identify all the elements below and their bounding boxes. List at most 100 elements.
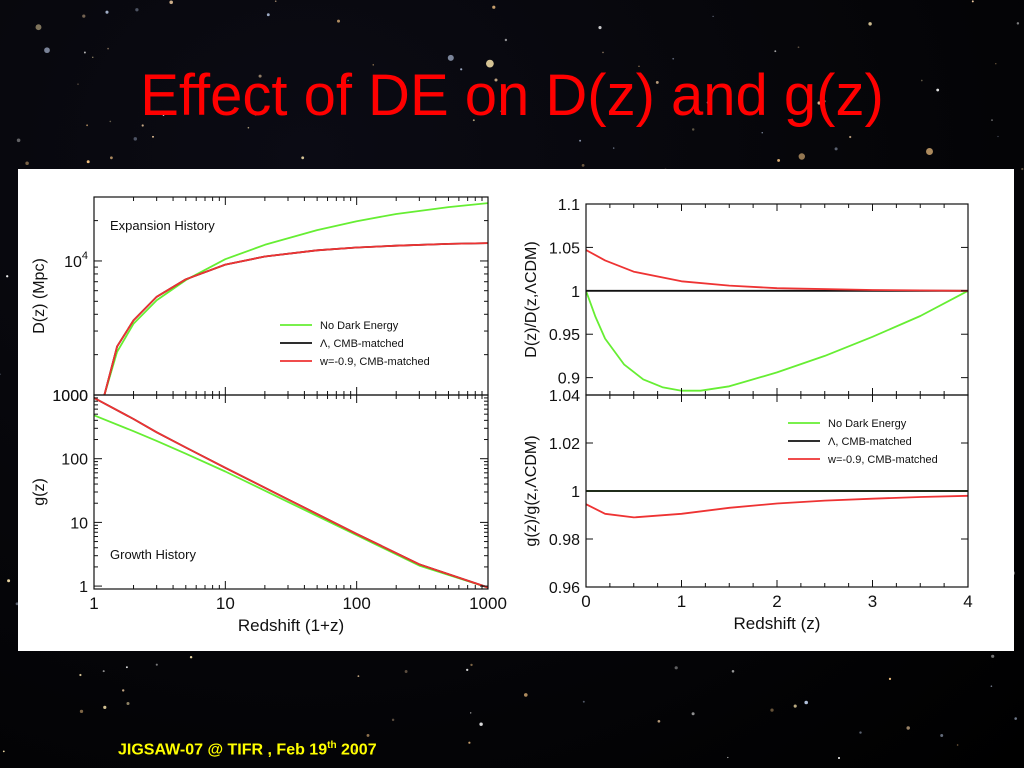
star — [258, 74, 262, 78]
plot-frame-d_ratio — [585, 203, 969, 396]
star — [77, 83, 79, 85]
series-line-g_ratio-2 — [586, 494, 968, 519]
figure-panel: 104 1000 D(z) (Mpc) Expansion History No Dar… — [18, 169, 1014, 651]
footer-year: 2007 — [336, 741, 377, 759]
star — [92, 56, 94, 58]
star — [523, 693, 528, 697]
star — [6, 275, 9, 278]
star — [82, 14, 86, 18]
star — [468, 741, 471, 744]
y-axis-label: g(z) — [31, 478, 48, 506]
star — [598, 26, 602, 30]
star — [581, 164, 585, 167]
star — [372, 64, 374, 66]
star — [849, 135, 852, 139]
star — [35, 24, 42, 31]
star — [25, 161, 29, 165]
x-tick-label: 1000 — [469, 594, 507, 613]
star — [868, 22, 872, 26]
series-line-expansion-1 — [103, 242, 488, 395]
star — [971, 0, 974, 3]
x-tick-label: 3 — [868, 592, 877, 611]
star — [834, 147, 838, 151]
star — [135, 8, 139, 12]
star — [691, 712, 695, 716]
y-tick-label: 0.96 — [549, 580, 580, 597]
star — [107, 47, 109, 50]
star — [991, 654, 995, 658]
star — [366, 733, 370, 737]
star — [447, 54, 454, 61]
star — [79, 673, 82, 677]
star — [391, 718, 395, 722]
star — [426, 93, 429, 97]
star — [817, 101, 821, 105]
legend-g_ratio: No Dark Energy Λ, CMB-matched w=-0.9, CMB-… — [788, 418, 938, 466]
y-tick-label: 1 — [571, 484, 580, 501]
series-line-d_ratio-0 — [586, 290, 968, 392]
star — [16, 138, 21, 143]
y-tick-label: 1.02 — [549, 436, 580, 453]
star — [103, 705, 107, 709]
star — [0, 373, 1, 375]
star — [770, 708, 774, 712]
star — [15, 602, 19, 606]
y-axis-label: g(z)/g(z,ΛCDM) — [523, 435, 540, 546]
star — [83, 51, 86, 54]
star — [602, 51, 604, 54]
star — [612, 147, 615, 149]
star — [504, 38, 508, 42]
chart-g_ratio: 0 1 2 3 4 1.04 1.02 1 0.98 0.96 g(z)/g(z,ΛCDM) Reds… — [523, 388, 973, 633]
legend-entry: Λ, CMB-matched — [828, 436, 912, 448]
star — [470, 663, 473, 667]
y-tick-label: 1.04 — [549, 388, 580, 405]
y-tick-label: 1 — [79, 579, 88, 596]
y-tick-label: 1000 — [52, 388, 88, 405]
star — [837, 756, 841, 760]
star — [956, 744, 959, 746]
star — [266, 13, 270, 17]
y-tick-label: 0.95 — [549, 327, 580, 344]
star — [79, 709, 84, 714]
x-tick-label: 4 — [963, 592, 972, 611]
star — [582, 700, 585, 703]
y-tick-label: 10 — [70, 515, 88, 532]
star — [731, 670, 735, 673]
y-tick-label: 1.05 — [549, 240, 580, 257]
chart-annotation: Expansion History — [110, 218, 215, 233]
chart-expansion: 104 1000 D(z) (Mpc) Expansion History No Dar… — [31, 196, 489, 405]
star — [353, 749, 357, 752]
star — [155, 663, 158, 666]
star — [126, 701, 130, 706]
star — [486, 59, 494, 68]
star — [347, 79, 349, 82]
star — [674, 666, 678, 670]
y-tick-label: 0.9 — [558, 371, 580, 388]
star — [638, 65, 640, 68]
star — [712, 15, 714, 18]
star — [655, 80, 659, 84]
chart-d_ratio: 1.1 1.05 1 0.95 0.9 D(z)/D(z,ΛCDM) — [523, 197, 969, 396]
star — [804, 700, 808, 705]
star — [691, 128, 695, 131]
star — [920, 79, 923, 82]
star — [990, 685, 993, 688]
star — [141, 124, 144, 127]
star — [189, 655, 193, 659]
star — [44, 47, 50, 54]
star — [936, 88, 940, 92]
star — [823, 100, 826, 103]
star — [133, 137, 138, 141]
star — [357, 675, 360, 678]
x-tick-label: 1 — [677, 592, 686, 611]
star — [579, 139, 582, 142]
y-tick-label: 104 — [64, 250, 88, 271]
y-tick-label: 1.1 — [558, 197, 580, 214]
star — [247, 126, 250, 129]
star — [906, 726, 910, 730]
x-tick-label: 0 — [581, 592, 590, 611]
legend-entry: w=-0.9, CMB-matched — [319, 356, 430, 368]
legend-entry: No Dark Energy — [320, 320, 399, 332]
star — [926, 148, 933, 155]
